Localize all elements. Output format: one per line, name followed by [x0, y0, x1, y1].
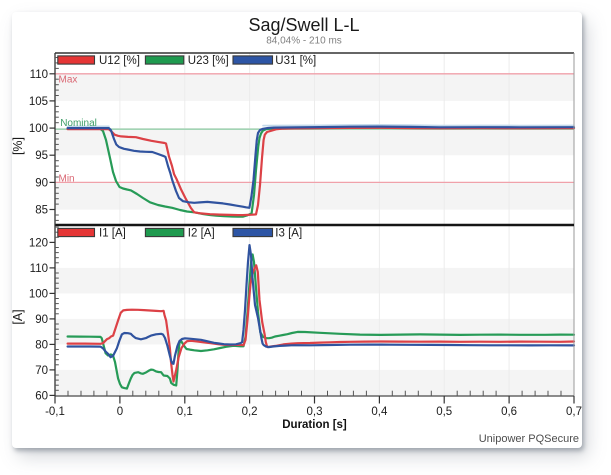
svg-text:0: 0: [117, 406, 123, 418]
svg-text:0,2: 0,2: [242, 406, 258, 418]
svg-text:U12 [%]: U12 [%]: [99, 55, 140, 67]
svg-text:105: 105: [29, 96, 48, 108]
svg-text:120: 120: [29, 237, 48, 249]
svg-text:90: 90: [35, 314, 48, 326]
svg-text:95: 95: [35, 150, 48, 162]
svg-text:0,5: 0,5: [436, 406, 452, 418]
svg-text:U31 [%]: U31 [%]: [275, 55, 316, 67]
svg-text:85: 85: [35, 205, 48, 217]
svg-text:84,04% - 210 ms: 84,04% - 210 ms: [266, 36, 342, 47]
svg-text:[A]: [A]: [11, 309, 25, 324]
svg-text:Sag/Swell L-L: Sag/Swell L-L: [248, 15, 359, 35]
svg-text:110: 110: [30, 69, 48, 81]
svg-text:0,7: 0,7: [566, 406, 582, 418]
svg-text:100: 100: [29, 288, 48, 300]
svg-text:Min: Min: [59, 173, 75, 184]
svg-text:60: 60: [35, 390, 48, 402]
svg-text:80: 80: [35, 339, 48, 351]
svg-text:I2 [A]: I2 [A]: [188, 228, 215, 240]
svg-text:Nominal: Nominal: [60, 118, 97, 129]
svg-text:110: 110: [30, 263, 48, 275]
svg-text:0,1: 0,1: [177, 406, 193, 418]
svg-text:Max: Max: [59, 75, 78, 86]
svg-text:0,6: 0,6: [501, 406, 517, 418]
svg-text:0,4: 0,4: [371, 406, 388, 418]
svg-text:-0,1: -0,1: [45, 406, 65, 418]
svg-text:100: 100: [29, 123, 48, 135]
svg-text:U23 [%]: U23 [%]: [188, 55, 229, 67]
svg-text:I1 [A]: I1 [A]: [99, 228, 126, 240]
svg-text:Unipower PQSecure: Unipower PQSecure: [479, 433, 579, 445]
svg-text:90: 90: [35, 177, 48, 189]
svg-text:Duration [s]: Duration [s]: [282, 419, 347, 431]
svg-text:70: 70: [35, 365, 48, 377]
svg-text:0,3: 0,3: [307, 406, 323, 418]
svg-text:I3 [A]: I3 [A]: [275, 228, 302, 240]
svg-text:[%]: [%]: [11, 137, 25, 155]
